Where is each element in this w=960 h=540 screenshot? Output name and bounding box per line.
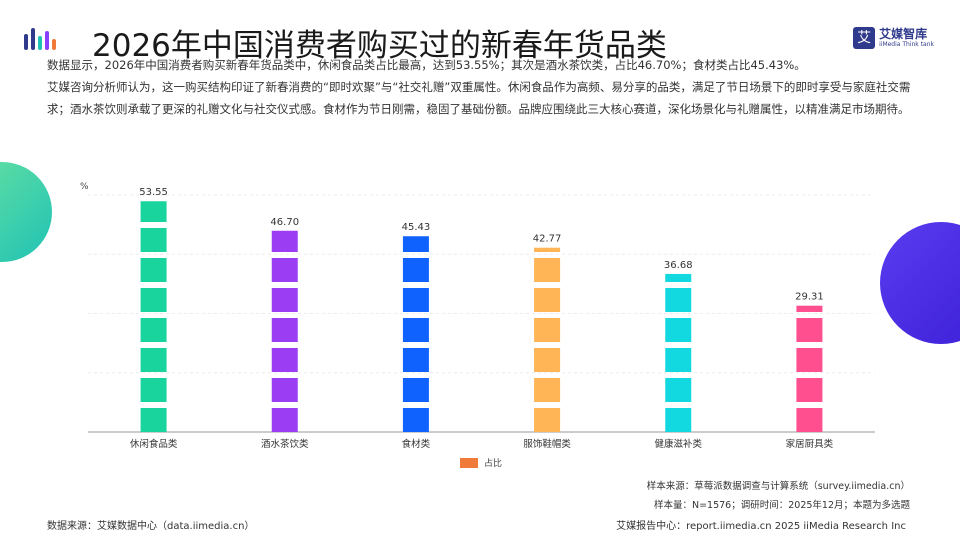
category-label: 健康滋补类: [654, 438, 702, 450]
bar-segment: [402, 318, 429, 342]
bar-segment: [140, 378, 167, 402]
bar-segment: [140, 408, 167, 432]
bar-segment: [534, 318, 561, 342]
sample-size-note: 样本量：N=1576；调研时间：2025年12月；本题为多选题: [653, 500, 910, 511]
bar-segment: [534, 348, 561, 372]
bar-segment: [271, 258, 298, 282]
page-title: 2026年中国消费者购买过的新春年货品类: [92, 28, 667, 64]
category-label: 家居厨具类: [786, 438, 834, 450]
value-label: 45.43: [402, 222, 431, 233]
sample-source-note: 样本来源：草莓派数据调查与计算系统（survey.iimedia.cn）: [646, 481, 910, 492]
bar-segment: [796, 408, 823, 432]
bar-1: [140, 201, 167, 432]
brand-en-name: iiMedia Think tank: [879, 40, 934, 48]
description-line-1: 数据显示，2026年中国消费者购买新春年货品类中，休闲食品类占比最高，达到53.…: [47, 58, 806, 72]
bar-segment: [534, 247, 561, 252]
value-label: 36.68: [664, 260, 693, 271]
bar-segment: [796, 305, 823, 312]
bar-segment: [665, 378, 692, 402]
bar-segment: [140, 318, 167, 342]
brand-name: 艾媒智库: [879, 26, 928, 41]
bar-segment: [796, 378, 823, 402]
bar-segment: [402, 288, 429, 312]
category-label: 休闲食品类: [130, 438, 178, 450]
bar-segment: [534, 288, 561, 312]
description-line-2: 艾媒咨询分析师认为，这一购买结构印证了新春消费的“即时欢聚”与“社交礼赠”双重属…: [47, 80, 911, 116]
bar-segment: [271, 288, 298, 312]
bar-segment: [402, 378, 429, 402]
bar-segment: [796, 348, 823, 372]
category-label: 服饰鞋帽类: [523, 438, 571, 450]
description: 数据显示，2026年中国消费者购买新春年货品类中，休闲食品类占比最高，达到53.…: [47, 54, 917, 120]
data-source: 数据来源：艾媒数据中心（data.iimedia.cn）: [47, 521, 255, 532]
bar-2: [271, 230, 298, 432]
bar-6: [796, 305, 823, 432]
bar-segment: [796, 318, 823, 342]
bar-segment: [665, 273, 692, 282]
legend-label: 占比: [484, 459, 503, 469]
bar-segment: [140, 288, 167, 312]
value-label: 53.55: [139, 187, 168, 198]
value-label: 46.70: [270, 217, 299, 228]
bar-segment: [140, 258, 167, 282]
bar-segment: [271, 230, 298, 252]
bar-3: [402, 236, 429, 432]
value-label: 42.77: [533, 234, 562, 245]
bar-segment: [402, 408, 429, 432]
bar-segment: [271, 348, 298, 372]
bar-segment: [271, 408, 298, 432]
bar-segment: [140, 228, 167, 252]
bar-segment: [402, 236, 429, 252]
bar-segment: [665, 408, 692, 432]
bar-segment: [271, 378, 298, 402]
bar-segment: [665, 318, 692, 342]
report-center: 艾媒报告中心：report.iimedia.cn 2025 iiMedia Re…: [616, 521, 906, 532]
legend-swatch: [460, 457, 478, 468]
bar-segment: [534, 258, 561, 282]
bar-segment: [140, 348, 167, 372]
bar-4: [534, 247, 561, 432]
bar-segment: [534, 378, 561, 402]
bar-segment: [402, 348, 429, 372]
bar-segment: [271, 318, 298, 342]
value-label: 29.31: [795, 292, 824, 303]
brand-logo: 艾 艾媒智库 iiMedia Think tank: [853, 27, 934, 49]
category-label: 食材类: [402, 438, 431, 450]
logo-bars-icon: [24, 28, 56, 50]
bar-segment: [402, 258, 429, 282]
bar-segment: [534, 408, 561, 432]
bar-segment: [665, 288, 692, 312]
bar-segment: [140, 201, 167, 222]
brand-icon: 艾: [853, 27, 876, 49]
bar-5: [665, 273, 692, 432]
chart-legend: 占比: [460, 456, 502, 469]
bar-segment: [665, 348, 692, 372]
category-label: 酒水茶饮类: [261, 438, 309, 450]
y-axis-unit-label: %: [80, 182, 89, 192]
